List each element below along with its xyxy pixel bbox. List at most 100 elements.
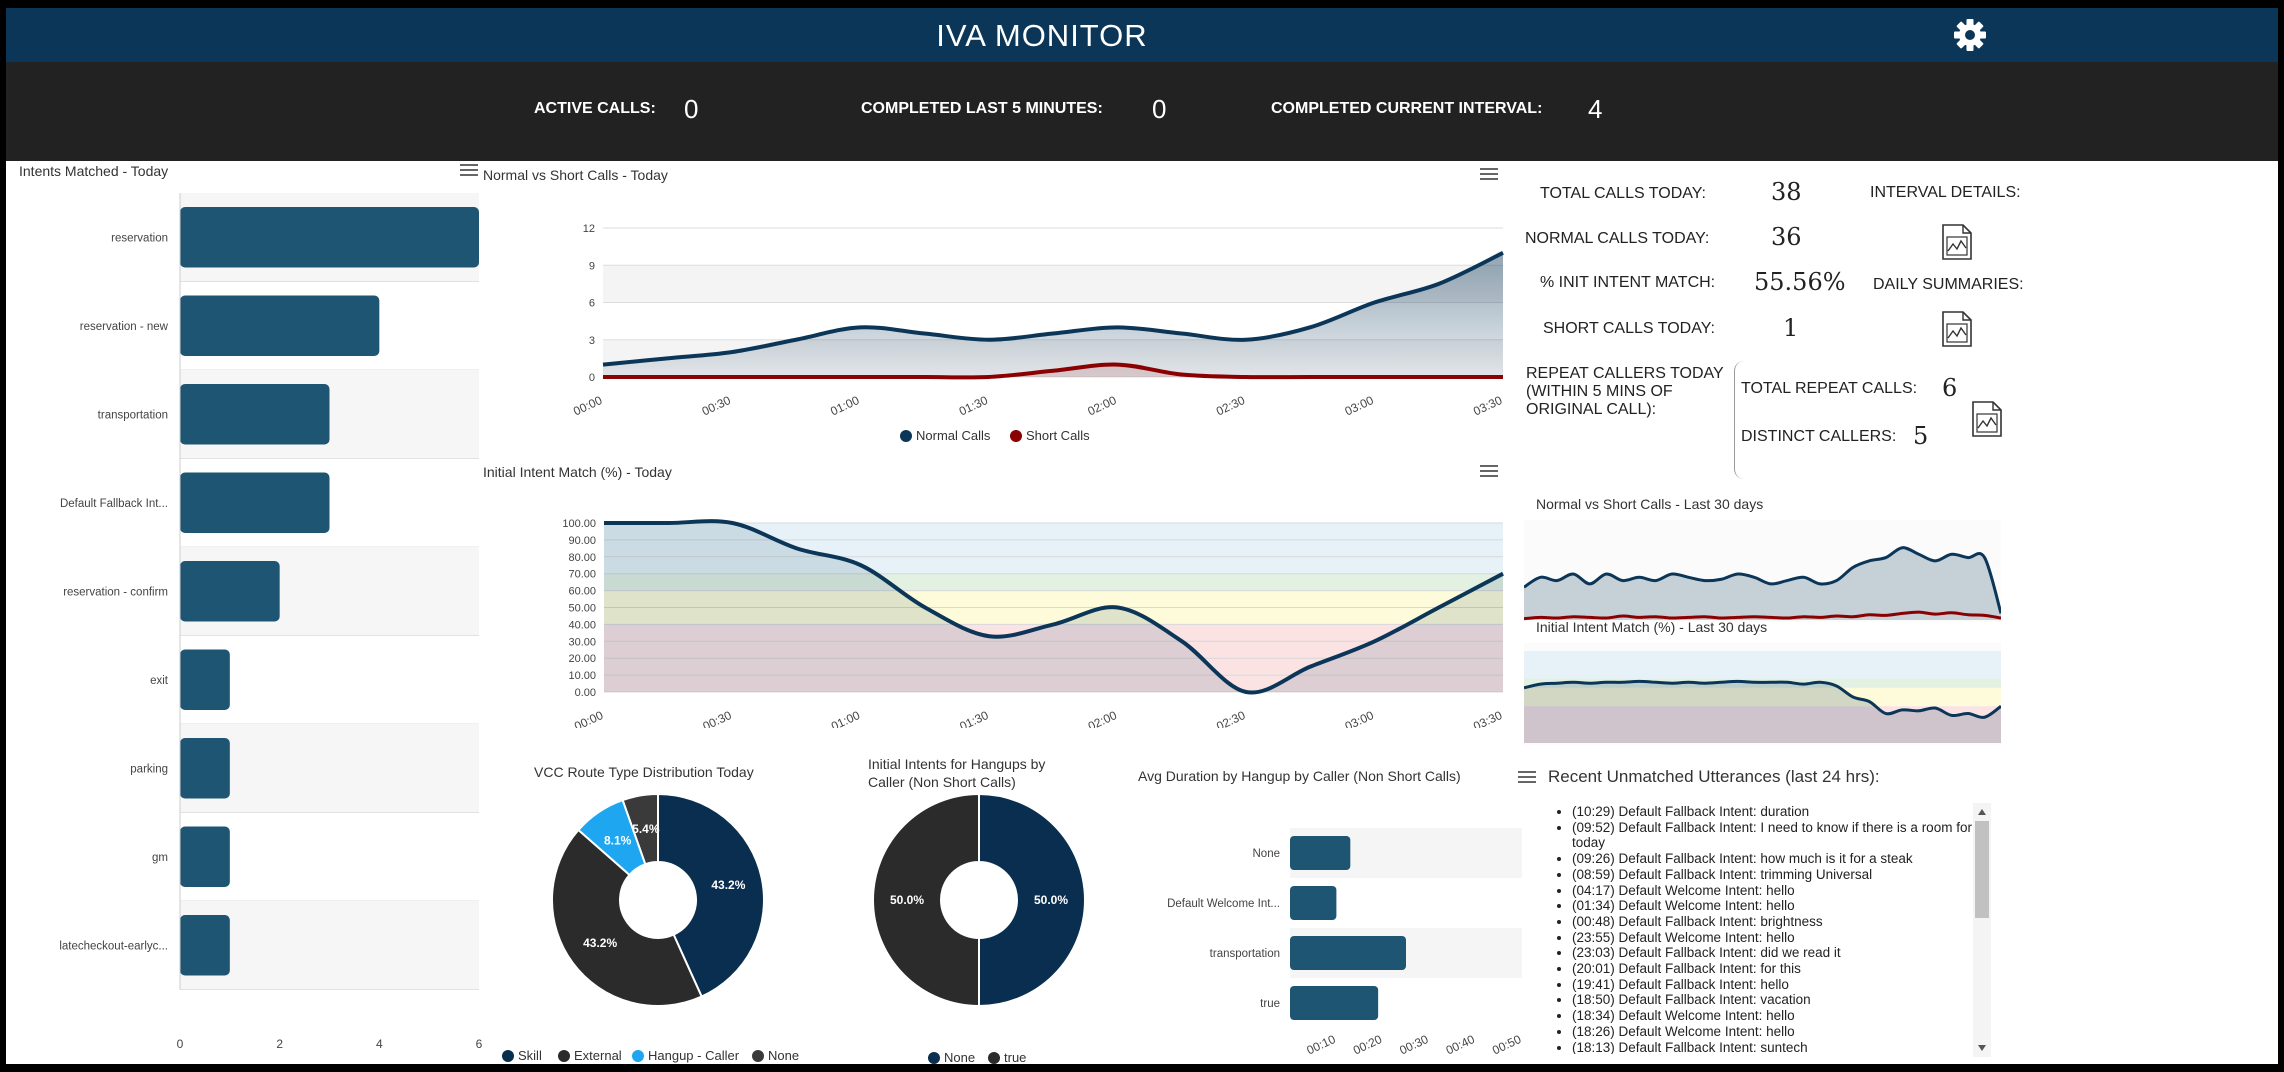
legend-label: None <box>768 1048 799 1063</box>
legend-marker <box>632 1050 644 1062</box>
x-tick-label: 0 <box>177 1037 184 1051</box>
legend-short-marker <box>1010 430 1022 442</box>
x-tick-label: 00:30 <box>700 393 733 419</box>
utterance-item: (18:26) Default Welcome Intent: hello <box>1572 1024 1972 1040</box>
normal-short-area-chart: 0 3 6 9 12 00:00 00:30 01:00 01:30 02:00 02:30 03:0… <box>571 223 1504 443</box>
utterance-list-box[interactable]: (10:29) Default Fallback Intent: duratio… <box>1524 796 1999 1054</box>
pie-data-label: 8.1% <box>604 833 632 847</box>
x-tick-label: 02:00 <box>1086 708 1119 728</box>
x-tick-label: 02:00 <box>1085 393 1118 419</box>
utterance-item: (23:03) Default Fallback Intent: did we … <box>1572 945 1972 961</box>
x-tick-label: 01:30 <box>957 393 990 419</box>
category-label: None <box>1253 848 1281 860</box>
donut-data-label: 50.0% <box>1034 893 1068 907</box>
hangup-donut-chart: 50.0% 50.0% None true <box>872 792 1086 1064</box>
bar <box>1290 936 1406 970</box>
mini-chart-bg <box>1524 520 2001 622</box>
scroll-up-arrow-icon[interactable] <box>1978 809 1986 815</box>
mini-intent-line <box>1524 679 2001 719</box>
category-label: reservation <box>111 232 168 244</box>
y-tick-label: 20.00 <box>568 653 596 665</box>
pie-data-label: 5.4% <box>632 822 660 836</box>
legend-label: Skill <box>518 1048 542 1063</box>
legend-short-label: Short Calls <box>1026 428 1090 443</box>
utterance-item: (08:59) Default Fallback Intent: trimmin… <box>1572 867 1972 883</box>
completed-interval-label: COMPLETED CURRENT INTERVAL: <box>1271 100 1543 117</box>
category-label: parking <box>130 763 168 775</box>
utterance-item: (00:48) Default Fallback Intent: brightn… <box>1572 914 1972 930</box>
y-tick-label: 0.00 <box>575 687 596 699</box>
vcc-chart-title: VCC Route Type Distribution Today <box>534 764 754 780</box>
utterance-item: (04:17) Default Welcome Intent: hello <box>1572 883 1972 899</box>
hamburger-menu-icon[interactable] <box>1518 770 1538 786</box>
x-tick-label: 00:50 <box>1490 1032 1523 1058</box>
mini-normal-line <box>1524 546 2001 614</box>
legend-label: Hangup - Caller <box>648 1048 740 1063</box>
report-document-icon[interactable] <box>1942 224 1972 260</box>
category-label: reservation - new <box>80 321 169 333</box>
hamburger-menu-icon[interactable] <box>1480 464 1500 480</box>
distinct-callers-label: DISTINCT CALLERS: <box>1741 428 1897 445</box>
utterance-item: (18:50) Default Fallback Intent: vacatio… <box>1572 992 1972 1008</box>
utterance-item: (19:41) Default Fallback Intent: hello <box>1572 977 1972 993</box>
hamburger-menu-icon[interactable] <box>1480 167 1500 183</box>
x-tick-label: 00:30 <box>701 708 734 728</box>
bar <box>1290 836 1351 870</box>
x-tick-label: 00:10 <box>1305 1032 1338 1058</box>
donut-slice-true <box>872 792 980 1008</box>
x-tick-label: 03:30 <box>1471 393 1504 419</box>
active-calls-value: 0 <box>684 94 699 124</box>
report-document-icon[interactable] <box>1942 311 1972 347</box>
utterance-item: (18:34) Default Welcome Intent: hello <box>1572 1008 1972 1024</box>
y-tick-label: 80.00 <box>568 552 596 564</box>
scroll-thumb[interactable] <box>1975 821 1989 918</box>
category-label: Default Welcome Int... <box>1167 898 1280 910</box>
zone-high <box>1524 651 2001 679</box>
short-calls-label: SHORT CALLS TODAY: <box>1543 320 1715 337</box>
donut-data-label: 50.0% <box>890 893 924 907</box>
y-tick-label: 40.00 <box>568 619 596 631</box>
total-calls-label: TOTAL CALLS TODAY: <box>1540 185 1706 202</box>
mini-normal-short-title: Normal vs Short Calls - Last 30 days <box>1536 496 1764 512</box>
utterance-scrollbar[interactable] <box>1973 803 1991 1057</box>
zone-good <box>604 573 1503 591</box>
vcc-pie-chart: 43.2% 43.2% 8.1%5.4% Skill External Hangup - … <box>502 792 799 1063</box>
x-tick-label: 01:30 <box>957 708 990 728</box>
normal-calls-value: 36 <box>1771 223 1802 251</box>
y-tick-label: 70.00 <box>568 569 596 581</box>
y-tick-label: 50.00 <box>568 603 596 615</box>
utterance-item: (09:52) Default Fallback Intent: I need … <box>1572 820 1972 851</box>
grid-band <box>603 265 1503 303</box>
y-tick-label: 3 <box>589 335 595 347</box>
header-bar: IVA MONITOR <box>6 8 2278 62</box>
hamburger-menu-icon[interactable] <box>460 163 480 179</box>
active-calls-label: ACTIVE CALLS: <box>534 100 656 117</box>
app-title: IVA MONITOR <box>936 18 1148 53</box>
x-tick-label: 00:00 <box>572 708 605 728</box>
x-tick-label: 4 <box>376 1037 383 1051</box>
mini-normal-short-chart <box>1524 520 2001 622</box>
category-label: transportation <box>98 409 168 421</box>
legend-normal-marker <box>900 430 912 442</box>
zone-low <box>1524 706 2001 743</box>
completed-last5-label: COMPLETED LAST 5 MINUTES: <box>861 100 1103 117</box>
report-document-icon[interactable] <box>1972 401 2002 437</box>
bar <box>180 207 479 268</box>
pie-slice-skill <box>657 792 765 998</box>
x-tick-label: 02:30 <box>1214 393 1247 419</box>
scroll-down-arrow-icon[interactable] <box>1978 1045 1986 1051</box>
donut-slice-none <box>978 792 1086 1008</box>
utterance-item: (10:29) Default Fallback Intent: duratio… <box>1572 804 1972 820</box>
completed-last5-value: 0 <box>1152 94 1167 124</box>
category-label: latecheckout-earlyc... <box>59 940 168 952</box>
x-tick-label: 01:00 <box>829 708 862 728</box>
bar <box>180 826 230 887</box>
x-tick-label: 2 <box>276 1037 283 1051</box>
pie-data-label: 43.2% <box>583 936 617 950</box>
bar <box>1290 986 1379 1020</box>
y-tick-label: 90.00 <box>568 535 596 547</box>
gear-icon[interactable] <box>1953 18 1987 52</box>
interval-details-label: INTERVAL DETAILS: <box>1870 184 2021 201</box>
intent-match-chart-title: Initial Intent Match (%) - Today <box>483 464 672 480</box>
bar <box>1290 886 1337 920</box>
